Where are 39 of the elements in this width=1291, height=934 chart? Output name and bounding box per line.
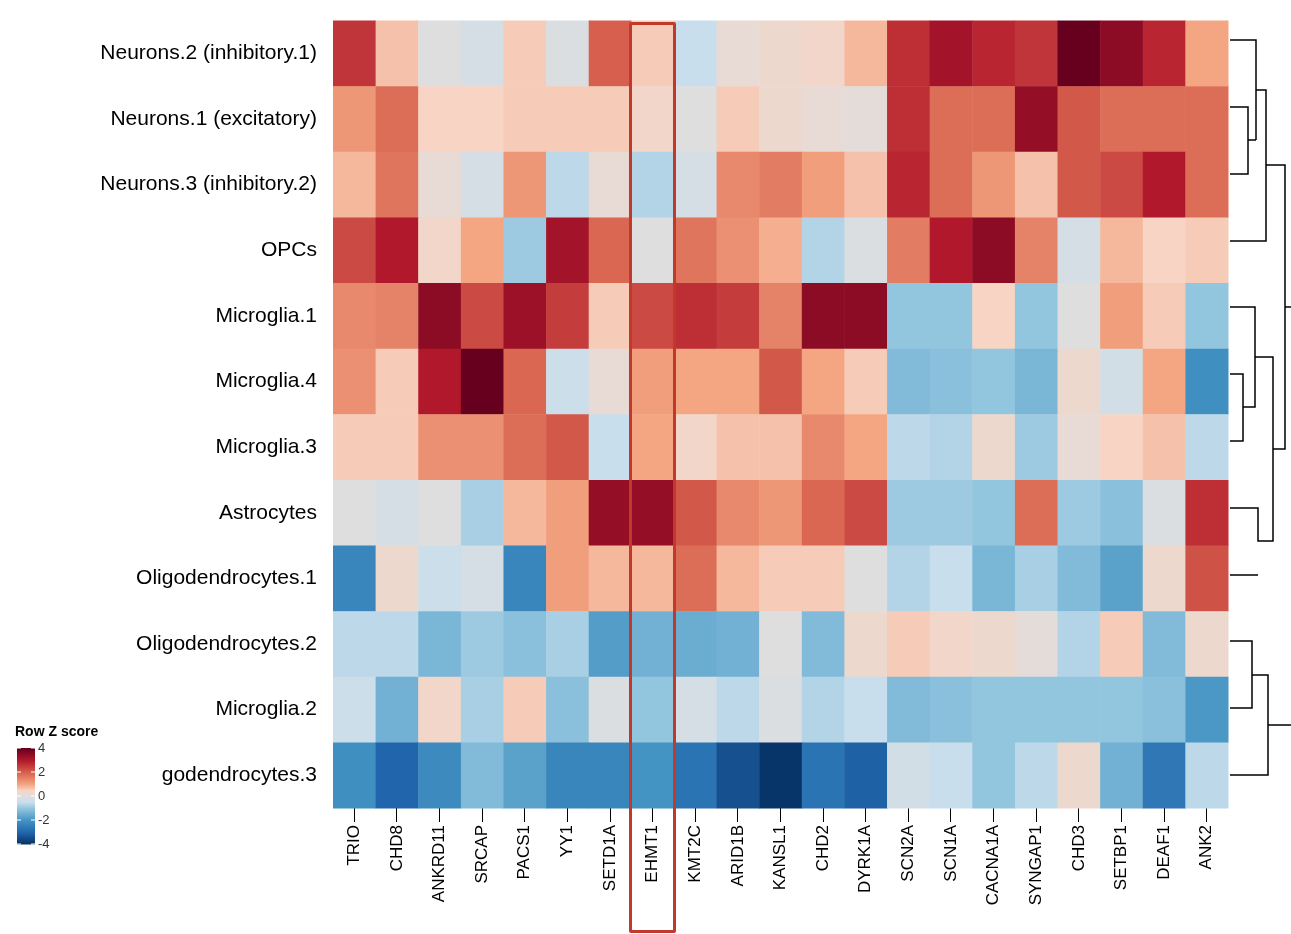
x-tick-label: SRCAP	[471, 825, 491, 884]
x-tick-label: DYRK1A	[855, 824, 875, 894]
y-tick-label: Microglia.3	[215, 433, 317, 457]
x-tick-label: SETD1A	[599, 824, 619, 892]
y-tick-label: Microglia.4	[215, 368, 318, 392]
y-tick-label: Microglia.1	[215, 302, 317, 326]
x-tick-label: SETBP1	[1111, 825, 1131, 891]
y-tick-label: Oligodendrocytes.2	[136, 630, 317, 654]
x-tick-label: TRIO	[344, 825, 363, 866]
x-tick-label: PACS1	[514, 825, 534, 880]
color-bar-label: -4	[38, 835, 50, 851]
color-bar-label: 0	[38, 787, 46, 803]
x-tick-label: YY1	[557, 825, 577, 858]
x-tick-label: ARID1B	[727, 825, 747, 887]
x-tick-label: ANKRD11	[429, 825, 449, 903]
x-tick-label: SYNGAP1	[1025, 825, 1045, 906]
color-bar-title: Row Z score	[15, 723, 99, 739]
color-bar-label: -2	[38, 811, 50, 827]
x-tick-label: CHD8	[386, 825, 406, 872]
x-tick-label: CHD3	[1068, 825, 1088, 872]
y-tick-label: Neurons.1 (excitatory)	[110, 105, 317, 129]
y-tick-label: Neurons.3 (inhibitory.2)	[100, 171, 317, 195]
x-tick-label: DEAF1	[1153, 825, 1173, 880]
x-tick-label: ANK2	[1196, 825, 1216, 870]
x-tick-label: CHD2	[812, 825, 832, 872]
x-tick-label: EHMT1	[642, 825, 662, 883]
x-tick-label: SCN1A	[940, 824, 960, 882]
x-tick-label: SCN2A	[898, 824, 918, 882]
color-bar-label: 2	[38, 763, 46, 779]
y-tick-label: Microglia.2	[215, 696, 317, 720]
y-tick-label: Neurons.2 (inhibitory.1)	[100, 40, 317, 64]
x-tick-label: KANSL1	[770, 825, 790, 891]
y-tick-label: godendrocytes.3	[161, 761, 317, 785]
y-tick-label: Astrocytes	[218, 499, 317, 523]
y-tick-label: Oligodendrocytes.1	[136, 565, 317, 589]
x-tick-label: KMT2C	[684, 825, 704, 883]
x-tick-label: CACNA1A	[983, 824, 1003, 906]
y-tick-label: OPCs	[260, 237, 317, 261]
color-bar-label: 4	[38, 739, 46, 755]
